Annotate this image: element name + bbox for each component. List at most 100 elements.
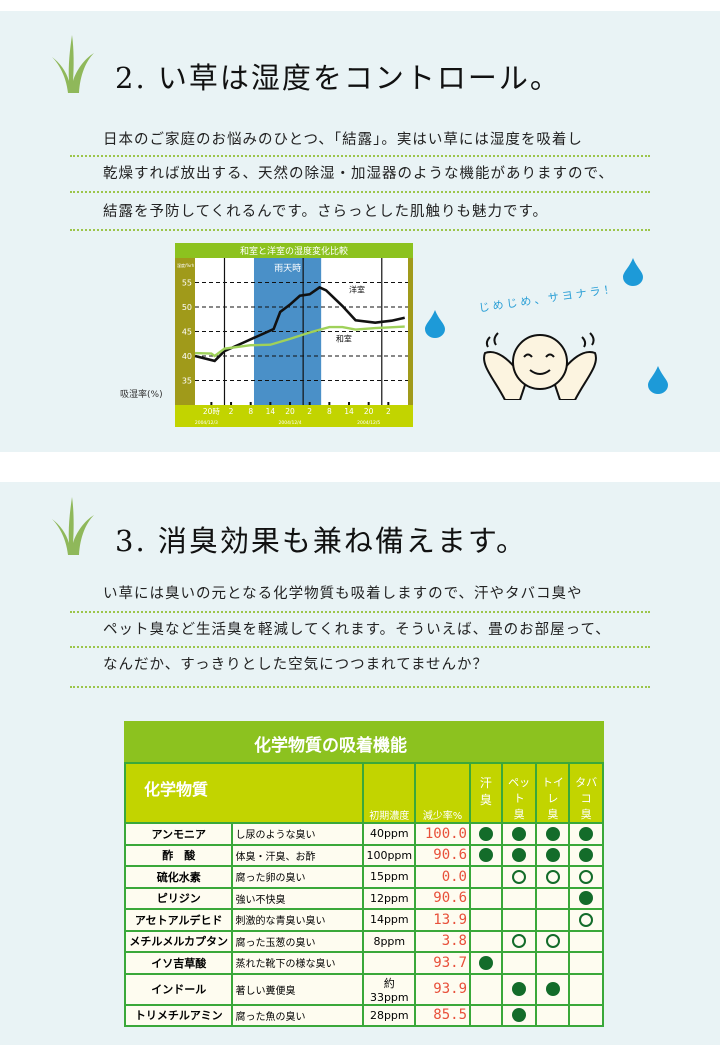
effect-cell <box>568 865 604 889</box>
effect-cell <box>500 886 538 910</box>
reduction-rate: 3.8 <box>414 929 471 953</box>
filled-circle-icon <box>478 826 493 841</box>
effect-cell <box>535 822 571 846</box>
date-label: 2004/12/4 <box>278 420 301 426</box>
effect-cell <box>469 951 503 975</box>
series-line-japanese-room <box>194 325 405 358</box>
date-label: 2004/12/3 <box>195 420 218 426</box>
filled-circle-icon <box>579 891 594 906</box>
col-header-toilet: トイレ 臭 <box>535 762 571 824</box>
reduction-rate: 93.9 <box>414 972 471 1006</box>
x-tick-label: 14 <box>266 407 276 416</box>
filled-circle-icon <box>579 826 594 841</box>
chart-title-bar <box>175 243 413 258</box>
effect-cell <box>469 886 503 910</box>
table-row: ピリジン 強い不快臭 12ppm 90.6 <box>123 886 604 910</box>
table-row: メチルメルカプタン 腐った玉葱の臭い 8ppm 3.8 <box>123 929 604 953</box>
effect-cell <box>469 972 503 1006</box>
effect-cell <box>568 1003 604 1027</box>
col-header-substance: 化学物質 <box>123 762 364 824</box>
effect-cell <box>535 951 571 975</box>
y-tick-label: 40 <box>182 352 192 361</box>
effect-cell <box>535 843 571 867</box>
effect-cell <box>500 1003 538 1027</box>
odor-description: 刺激的な青臭い臭い <box>231 908 365 932</box>
substance-name: アセトアルデヒド <box>123 908 234 932</box>
effect-cell <box>535 886 571 910</box>
initial-concentration: 15ppm <box>362 865 417 889</box>
x-tick-label: 8 <box>327 407 332 416</box>
y-tick-label: 50 <box>182 303 192 312</box>
water-drop-icon <box>623 258 643 286</box>
y-tick-label: 55 <box>182 279 192 288</box>
filled-circle-icon <box>512 848 527 863</box>
section1-line: 乾燥すれば放出する、天然の除湿・加湿器のような機能がありますので、 <box>103 166 614 182</box>
effect-cell <box>568 951 604 975</box>
x-tick-label: 2 <box>229 407 234 416</box>
y-axis-label: 吸湿率(%) <box>120 390 163 400</box>
effect-cell <box>535 865 571 889</box>
open-circle-icon <box>579 869 594 884</box>
substance-name: メチルメルカプタン <box>123 929 234 953</box>
filled-circle-icon <box>545 982 560 996</box>
x-tick-label: 2 <box>307 407 312 416</box>
substance-name: 酢 酸 <box>123 843 234 867</box>
col-header-tobacco: タバコ 臭 <box>568 762 604 824</box>
x-axis-band <box>175 405 413 427</box>
reduction-rate: 93.7 <box>414 951 471 975</box>
y-tick-label: 35 <box>182 377 192 386</box>
odor-description: 腐った魚の臭い <box>231 1003 365 1027</box>
odor-description: 腐った卵の臭い <box>231 865 365 889</box>
table-title: 化学物質の吸着機能 <box>124 721 604 762</box>
initial-concentration: 約33ppm <box>362 972 417 1006</box>
y-unit-label: 湿度/%rh <box>177 262 195 268</box>
odor-description: 強い不快臭 <box>231 886 365 910</box>
substance-name: ピリジン <box>123 886 234 910</box>
effect-cell <box>535 1003 571 1027</box>
table-row: 硫化水素 腐った卵の臭い 15ppm 0.0 <box>123 865 604 889</box>
date-label: 2004/12/5 <box>357 420 380 426</box>
table-row: トリメチルアミン 腐った魚の臭い 28ppm 85.5 <box>123 1003 604 1027</box>
happy-character-illustration <box>483 332 597 400</box>
series-label: 和室 <box>336 333 352 343</box>
water-drop-icon <box>425 310 445 338</box>
substance-name: インドール <box>123 972 234 1006</box>
chart-title: 和室と洋室の湿度変化比較 <box>240 245 348 257</box>
section2-line: ペット臭など生活臭を軽減してくれます。そういえば、畳のお部屋って、 <box>103 622 611 638</box>
substance-name: アンモニア <box>123 822 234 846</box>
effect-cell <box>535 972 571 1006</box>
effect-cell <box>535 908 571 932</box>
odor-description: 体臭・汗臭、お酢 <box>231 843 365 867</box>
grass-icon <box>52 35 94 93</box>
initial-concentration: 28ppm <box>362 1003 417 1027</box>
divider <box>70 611 650 613</box>
divider <box>70 646 650 648</box>
table-row: アンモニア し尿のような臭い 40ppm 100.0 <box>123 822 604 846</box>
effect-cell <box>500 822 538 846</box>
filled-circle-icon <box>512 826 527 841</box>
filled-circle-icon <box>478 955 493 970</box>
reduction-rate: 90.6 <box>414 843 471 867</box>
effect-cell <box>568 908 604 932</box>
reduction-rate: 90.6 <box>414 886 471 910</box>
open-circle-icon <box>545 934 560 949</box>
effect-cell <box>500 951 538 975</box>
rain-annotation: 雨天時 <box>274 263 301 274</box>
reduction-rate: 0.0 <box>414 865 471 889</box>
open-circle-icon <box>579 912 594 927</box>
substance-name: 硫化水素 <box>123 865 234 889</box>
series-label: 洋室 <box>349 284 365 294</box>
x-tick-label: 8 <box>248 407 253 416</box>
effect-cell <box>568 972 604 1006</box>
effect-cell <box>469 1003 503 1027</box>
effect-cell <box>568 822 604 846</box>
filled-circle-icon <box>545 848 560 863</box>
table-header-row: 化学物質 初期濃度 減少率% 汗 臭 ペット 臭 トイレ 臭 タバコ 臭 <box>123 762 604 824</box>
filled-circle-icon <box>478 848 493 863</box>
divider <box>70 155 650 157</box>
initial-concentration: 40ppm <box>362 822 417 846</box>
y-tick-label: 45 <box>182 328 192 337</box>
initial-concentration <box>362 951 417 975</box>
odor-description: 蒸れた靴下の様な臭い <box>231 951 365 975</box>
